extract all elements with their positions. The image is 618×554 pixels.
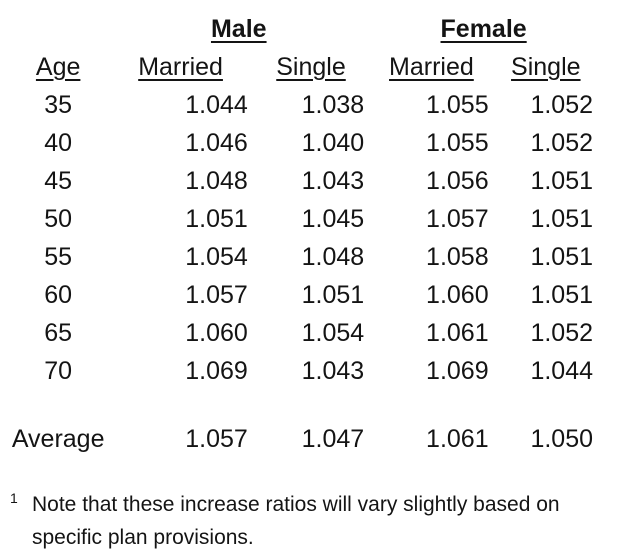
age-cell: 70 [44, 356, 73, 385]
increase-ratios-table: Male Female Age Married Single Married S… [8, 10, 598, 458]
female-single-value: 1.052 [530, 90, 593, 119]
female-married-value: 1.055 [426, 128, 489, 157]
female-married-value: 1.058 [426, 242, 489, 271]
age-cell: 65 [44, 318, 73, 347]
age-cell: 55 [44, 242, 73, 271]
male-group-label: Male [210, 14, 267, 43]
age-cell: 60 [44, 280, 73, 309]
male-single-column-header: Single [276, 52, 346, 81]
female-single-value: 1.044 [530, 356, 593, 385]
empty-corner-cell [8, 10, 108, 48]
footnote: 1 Note that these increase ratios will v… [8, 488, 618, 554]
male-married-value: 1.044 [185, 90, 248, 119]
male-single-value: 1.054 [301, 318, 365, 347]
female-single-value: 1.051 [530, 204, 593, 233]
female-single-value: 1.051 [530, 280, 593, 309]
average-row: Average 1.057 1.047 1.061 1.050 [8, 420, 598, 458]
female-married-average: 1.061 [426, 424, 489, 453]
female-group-label: Female [440, 14, 527, 43]
female-married-value: 1.056 [426, 166, 489, 195]
female-married-value: 1.061 [426, 318, 489, 347]
female-married-value: 1.069 [426, 356, 489, 385]
male-married-value: 1.048 [185, 166, 248, 195]
male-single-average: 1.047 [301, 424, 365, 453]
male-single-value: 1.051 [301, 280, 365, 309]
female-single-column-header: Single [511, 52, 581, 81]
female-single-value: 1.051 [530, 166, 593, 195]
male-single-value: 1.045 [301, 204, 365, 233]
column-header-row: Age Married Single Married Single [8, 48, 598, 86]
female-married-value: 1.060 [426, 280, 489, 309]
table-row-age-70: 70 1.069 1.043 1.069 1.044 [8, 352, 598, 390]
male-single-value: 1.038 [301, 90, 365, 119]
male-married-value: 1.057 [185, 280, 248, 309]
male-married-value: 1.069 [185, 356, 248, 385]
male-single-value: 1.048 [301, 242, 365, 271]
male-married-column-header: Married [138, 52, 223, 81]
female-married-column-header: Married [389, 52, 474, 81]
table-row-age-65: 65 1.060 1.054 1.061 1.052 [8, 314, 598, 352]
age-column-header: Age [35, 52, 81, 81]
table-row-age-60: 60 1.057 1.051 1.060 1.051 [8, 276, 598, 314]
female-single-value: 1.052 [530, 318, 593, 347]
footnote-text: Note that these increase ratios will var… [32, 493, 560, 549]
age-cell: 40 [44, 128, 73, 157]
group-header-row: Male Female [8, 10, 598, 48]
average-label: Average [11, 424, 105, 453]
male-group-header: Male [108, 10, 369, 48]
female-group-header: Female [369, 10, 598, 48]
table-row-age-35: 35 1.044 1.038 1.055 1.052 [8, 86, 598, 124]
male-married-value: 1.051 [185, 204, 248, 233]
female-married-value: 1.055 [426, 90, 489, 119]
male-single-value: 1.040 [301, 128, 365, 157]
footnote-marker: 1 [10, 490, 18, 506]
male-married-value: 1.060 [185, 318, 248, 347]
spacer-row [8, 390, 598, 420]
age-cell: 50 [44, 204, 73, 233]
female-single-value: 1.052 [530, 128, 593, 157]
male-married-value: 1.054 [185, 242, 248, 271]
table-row-age-50: 50 1.051 1.045 1.057 1.051 [8, 200, 598, 238]
female-single-value: 1.051 [530, 242, 593, 271]
female-single-average: 1.050 [530, 424, 593, 453]
age-cell: 45 [44, 166, 73, 195]
male-single-value: 1.043 [301, 166, 365, 195]
male-married-value: 1.046 [185, 128, 248, 157]
table-row-age-55: 55 1.054 1.048 1.058 1.051 [8, 238, 598, 276]
male-married-average: 1.057 [185, 424, 248, 453]
table-row-age-40: 40 1.046 1.040 1.055 1.052 [8, 124, 598, 162]
age-cell: 35 [44, 90, 73, 119]
male-single-value: 1.043 [301, 356, 365, 385]
table-row-age-45: 45 1.048 1.043 1.056 1.051 [8, 162, 598, 200]
female-married-value: 1.057 [426, 204, 489, 233]
